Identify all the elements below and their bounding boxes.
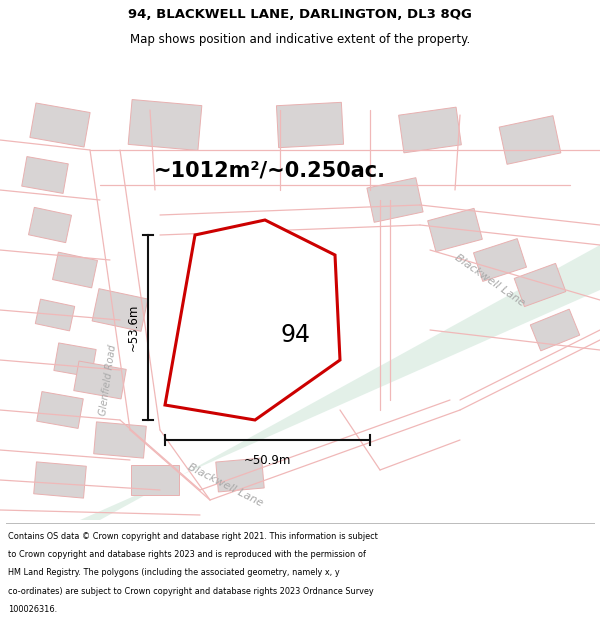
Polygon shape bbox=[499, 116, 561, 164]
Polygon shape bbox=[473, 239, 527, 281]
Polygon shape bbox=[165, 220, 340, 420]
Text: HM Land Registry. The polygons (including the associated geometry, namely x, y: HM Land Registry. The polygons (includin… bbox=[8, 568, 340, 578]
Polygon shape bbox=[514, 263, 566, 307]
Polygon shape bbox=[92, 289, 148, 331]
Polygon shape bbox=[80, 245, 600, 520]
Polygon shape bbox=[34, 462, 86, 498]
Text: ~50.9m: ~50.9m bbox=[244, 454, 291, 467]
Polygon shape bbox=[37, 392, 83, 428]
Polygon shape bbox=[398, 107, 461, 153]
Text: ~1012m²/~0.250ac.: ~1012m²/~0.250ac. bbox=[154, 160, 386, 180]
Text: Map shows position and indicative extent of the property.: Map shows position and indicative extent… bbox=[130, 32, 470, 46]
Text: 94: 94 bbox=[280, 323, 310, 347]
Polygon shape bbox=[29, 208, 71, 242]
Text: Blackwell Lane: Blackwell Lane bbox=[186, 462, 264, 508]
Text: Blackwell Lane: Blackwell Lane bbox=[453, 252, 527, 308]
Polygon shape bbox=[30, 103, 90, 147]
Polygon shape bbox=[285, 281, 335, 319]
Polygon shape bbox=[35, 299, 75, 331]
Polygon shape bbox=[530, 309, 580, 351]
Polygon shape bbox=[22, 157, 68, 193]
Text: to Crown copyright and database rights 2023 and is reproduced with the permissio: to Crown copyright and database rights 2… bbox=[8, 550, 365, 559]
Polygon shape bbox=[128, 99, 202, 151]
Text: Glenfield Road: Glenfield Road bbox=[98, 344, 118, 416]
Polygon shape bbox=[94, 422, 146, 458]
Text: Contains OS data © Crown copyright and database right 2021. This information is : Contains OS data © Crown copyright and d… bbox=[8, 531, 377, 541]
Text: ~53.6m: ~53.6m bbox=[127, 304, 140, 351]
Polygon shape bbox=[216, 458, 264, 492]
Polygon shape bbox=[247, 342, 293, 378]
Polygon shape bbox=[209, 251, 260, 289]
Polygon shape bbox=[54, 343, 96, 377]
Polygon shape bbox=[131, 465, 179, 495]
Polygon shape bbox=[74, 361, 126, 399]
Polygon shape bbox=[428, 208, 482, 252]
Text: 94, BLACKWELL LANE, DARLINGTON, DL3 8QG: 94, BLACKWELL LANE, DARLINGTON, DL3 8QG bbox=[128, 8, 472, 21]
Polygon shape bbox=[277, 102, 344, 148]
Polygon shape bbox=[53, 252, 97, 288]
Polygon shape bbox=[367, 177, 423, 222]
Text: co-ordinates) are subject to Crown copyright and database rights 2023 Ordnance S: co-ordinates) are subject to Crown copyr… bbox=[8, 587, 373, 596]
Text: 100026316.: 100026316. bbox=[8, 605, 57, 614]
